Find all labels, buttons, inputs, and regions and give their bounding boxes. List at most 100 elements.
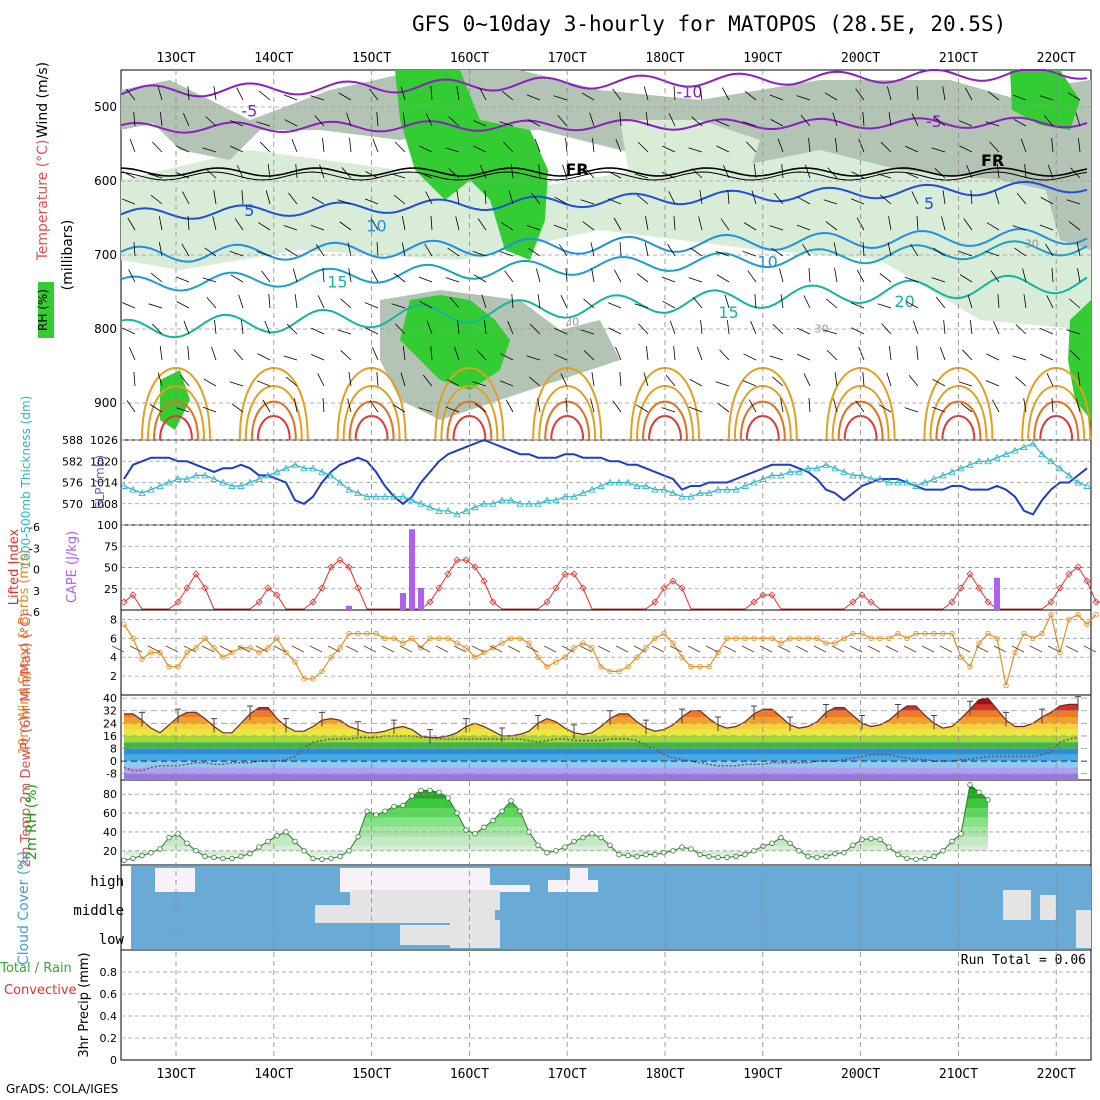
rh-marker bbox=[337, 853, 343, 860]
wind-barb bbox=[288, 192, 298, 205]
thickness-marker bbox=[642, 482, 650, 489]
surface-barb bbox=[903, 645, 917, 653]
rh-marker bbox=[256, 844, 262, 850]
rh-marker bbox=[823, 853, 829, 860]
rh-marker bbox=[679, 844, 685, 850]
wind-marker bbox=[580, 640, 586, 646]
wind-barb bbox=[261, 270, 271, 283]
rh-marker bbox=[670, 848, 676, 854]
wind-barb bbox=[1066, 199, 1081, 205]
temp-band bbox=[124, 767, 1078, 774]
wind-marker bbox=[796, 635, 802, 642]
run-total-label: Run Total = 0.06 bbox=[961, 953, 1086, 968]
wind-barb bbox=[769, 355, 784, 361]
wind-barb bbox=[418, 407, 433, 413]
wind-marker bbox=[184, 649, 190, 656]
temp-tick: 8 bbox=[110, 743, 117, 756]
wind-barb bbox=[743, 353, 757, 361]
temp-whisker bbox=[499, 727, 505, 743]
wind-barb bbox=[905, 300, 919, 309]
temp-band bbox=[124, 761, 1078, 768]
contour-label: 5 bbox=[244, 201, 254, 220]
temp-whisker bbox=[1039, 708, 1045, 724]
thickness-marker bbox=[1029, 439, 1037, 447]
cloud-patch bbox=[1003, 890, 1031, 920]
temp-whisker bbox=[787, 716, 793, 732]
wind-barb bbox=[121, 302, 136, 309]
wind-barb bbox=[803, 295, 811, 309]
wind-marker bbox=[535, 654, 541, 660]
wind-barb bbox=[722, 87, 730, 101]
wind-marker bbox=[139, 656, 145, 662]
wind-barb bbox=[832, 112, 838, 127]
wind-tick: 2 bbox=[110, 670, 117, 683]
wind-barb bbox=[992, 399, 1000, 413]
wind-barb bbox=[862, 372, 865, 387]
wind-marker bbox=[400, 640, 406, 646]
li-marker bbox=[318, 584, 326, 592]
wind-barb bbox=[310, 224, 325, 231]
rh-marker bbox=[742, 851, 748, 858]
wind-barb bbox=[692, 296, 703, 309]
wind-barb bbox=[779, 268, 784, 283]
thickness-marker bbox=[264, 471, 272, 479]
thickness-marker bbox=[390, 492, 398, 500]
wind-barb bbox=[662, 300, 676, 309]
wind-barb bbox=[1077, 138, 1081, 153]
rh-marker bbox=[517, 808, 523, 814]
wind-barb bbox=[445, 147, 460, 153]
x-date-bottom: 15OCT bbox=[352, 1067, 391, 1082]
wind-barb bbox=[553, 224, 568, 231]
wind-barb bbox=[418, 276, 433, 283]
contour-label: 15 bbox=[327, 273, 347, 292]
wind-barb bbox=[985, 380, 1000, 387]
wind-barb bbox=[158, 242, 163, 257]
cloud-patch bbox=[1076, 910, 1091, 948]
wind-barb bbox=[958, 251, 973, 257]
li-marker bbox=[480, 577, 488, 585]
rh-marker bbox=[454, 810, 460, 816]
wind-barb bbox=[748, 399, 757, 413]
li-marker bbox=[462, 556, 470, 564]
surface-barb bbox=[831, 645, 845, 653]
wind-barb bbox=[1015, 324, 1027, 335]
wind-barb bbox=[538, 164, 541, 179]
wind-barb bbox=[292, 268, 298, 283]
surface-barb bbox=[183, 645, 197, 653]
contour-m10 bbox=[120, 69, 1088, 98]
wind-barb bbox=[213, 86, 217, 101]
wind-barb bbox=[349, 138, 352, 153]
wind-barb bbox=[908, 375, 919, 387]
wind-marker bbox=[949, 630, 955, 637]
surface-barb bbox=[417, 645, 431, 653]
wind-marker bbox=[715, 649, 721, 656]
wind-barb bbox=[1012, 355, 1027, 361]
wind-barb bbox=[939, 346, 946, 361]
rh-marker bbox=[922, 855, 928, 862]
temp-band bbox=[124, 748, 1078, 755]
rh-blob bbox=[121, 140, 1091, 330]
rh-marker bbox=[346, 848, 352, 854]
temp-whisker bbox=[535, 714, 541, 730]
thick-tick: 576 bbox=[62, 477, 83, 490]
contour-label: -5 bbox=[241, 102, 257, 121]
temp-band bbox=[124, 723, 1078, 730]
warm-dome bbox=[1039, 415, 1074, 441]
wind-barb bbox=[942, 190, 946, 205]
wind-barb bbox=[742, 251, 757, 257]
wind-barb bbox=[911, 191, 919, 205]
thickness-marker bbox=[156, 482, 164, 489]
wind-barb bbox=[935, 296, 946, 309]
thickness-marker bbox=[723, 485, 731, 493]
wind-barb bbox=[311, 354, 325, 361]
contour-10 bbox=[120, 227, 1088, 263]
warm-dome bbox=[648, 415, 682, 441]
thickness-marker bbox=[570, 492, 578, 500]
li-marker bbox=[975, 584, 983, 592]
wind-barb bbox=[187, 346, 190, 361]
contour-label: FR bbox=[565, 160, 588, 179]
temp-whisker bbox=[211, 718, 217, 733]
wind-barb bbox=[969, 320, 973, 335]
wind-barb bbox=[391, 303, 406, 309]
